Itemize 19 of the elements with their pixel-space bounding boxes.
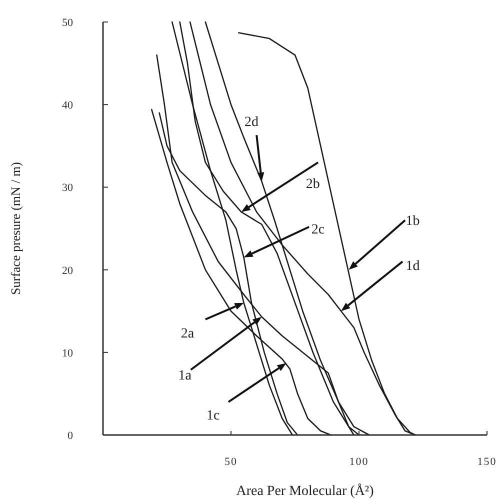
annotation: 1d xyxy=(406,258,420,274)
y-tick-label: 50 xyxy=(62,17,74,29)
y-tick-label: 20 xyxy=(62,264,74,277)
annotation: 2c xyxy=(311,222,325,238)
y-tick-label: 30 xyxy=(62,182,74,194)
annotation: 1a xyxy=(178,368,192,384)
x-tick-label: 100 xyxy=(349,456,369,468)
x-tick-label: 150 xyxy=(477,456,497,468)
x-axis-title: Area Per Molecular (Å²) xyxy=(236,483,374,499)
annotation: 1c xyxy=(206,408,220,424)
y-tick-label: 40 xyxy=(62,100,74,112)
x-tick-label: 50 xyxy=(224,456,238,468)
annotation: 2d xyxy=(244,115,258,130)
y-tick-label: 10 xyxy=(62,347,74,360)
annotation: 2a xyxy=(180,326,195,342)
y-tick-label: 0 xyxy=(68,430,74,442)
y-axis-title: Surface presure (mN / m) xyxy=(8,162,23,295)
annotation: 1b xyxy=(406,214,420,230)
annotation: 2b xyxy=(306,177,320,192)
